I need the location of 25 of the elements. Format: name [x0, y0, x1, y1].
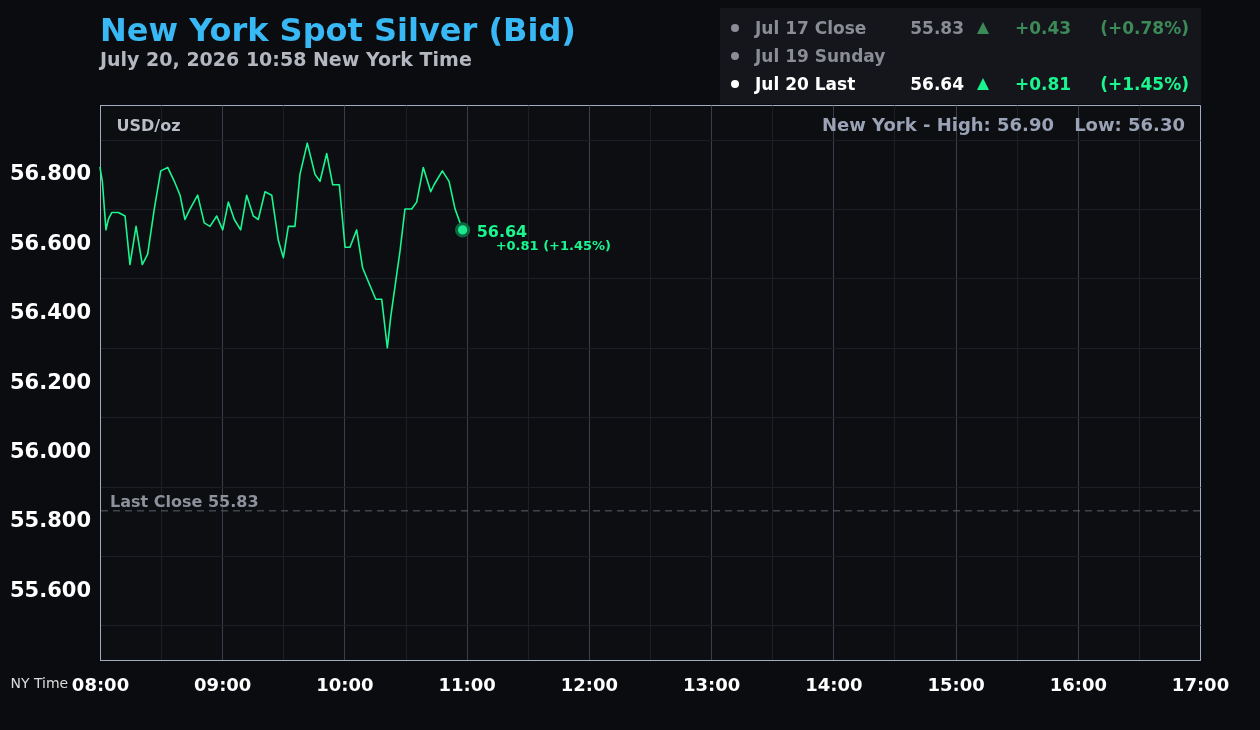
y-axis-title: USD/oz — [116, 115, 181, 135]
y-tick-label: 56.000 — [9, 438, 91, 463]
annotation: New York - High: 56.90 — [821, 114, 1054, 135]
x-tick-label: 10:00 — [316, 673, 374, 695]
info-panel: Jul 17 Close 55.83 +0.43 (+0.78%) Jul 19 Sunday Jul 20 Last 56.64 +0.81 (+1.45%) — [720, 8, 1201, 104]
y-tick-label: 56.200 — [9, 369, 91, 394]
x-tick-label: 09:00 — [194, 673, 252, 695]
annotation: Low: 56.30 — [1074, 114, 1185, 135]
chart-title: New York Spot Silver (Bid) — [100, 11, 576, 49]
y-tick-label: 56.400 — [9, 300, 91, 325]
y-tick-label: 56.800 — [9, 161, 91, 186]
x-tick-label: 08:00 — [71, 673, 130, 695]
x-axis-title: NY Time — [10, 674, 69, 691]
x-tick-label: 15:00 — [927, 673, 985, 695]
y-tick-label: 56.600 — [9, 230, 91, 255]
x-tick-label: 13:00 — [682, 673, 741, 695]
x-tick-label: 11:00 — [438, 673, 496, 695]
chart-subtitle: July 20, 2026 10:58 New York Time — [98, 48, 472, 70]
y-tick-label: 55.800 — [9, 508, 91, 533]
x-tick-label: 14:00 — [805, 673, 863, 695]
x-tick-label: 12:00 — [560, 673, 619, 695]
y-tick-label: 55.600 — [9, 577, 91, 602]
ref-line-label: Last Close 55.83 — [110, 491, 259, 511]
x-tick-label: 17:00 — [1171, 673, 1230, 695]
x-tick-label: 16:00 — [1049, 673, 1107, 695]
